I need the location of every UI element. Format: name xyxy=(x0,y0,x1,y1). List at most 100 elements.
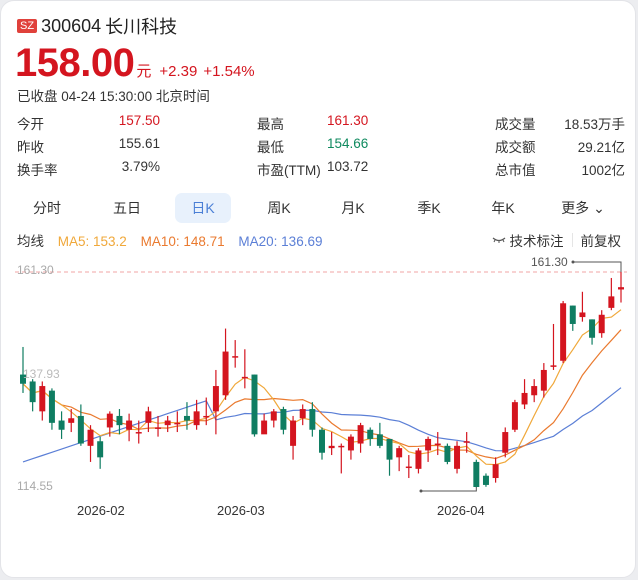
candle-body xyxy=(415,450,422,469)
candle-body xyxy=(521,392,528,405)
tab-1[interactable]: 五日 xyxy=(113,200,141,216)
candle-body xyxy=(444,445,451,462)
tab-0[interactable]: 分时 xyxy=(33,200,61,216)
stat-value: 103.72 xyxy=(327,159,369,174)
tab-5[interactable]: 季K xyxy=(417,200,441,216)
max-marker-label: 161.30 xyxy=(531,255,568,269)
stat-value: 29.21亿 xyxy=(577,140,625,155)
stock-name: 长川科技 xyxy=(105,17,178,37)
exchange-badge: SZ xyxy=(17,19,38,33)
candle-body xyxy=(135,432,142,434)
candle-body xyxy=(502,432,509,453)
stat-label: 今开 xyxy=(17,117,44,132)
current-price: 158.00 xyxy=(15,41,135,85)
y-min-label: 114.55 xyxy=(17,479,53,493)
chart-tools: 技术标注 前复权 xyxy=(492,230,622,250)
ma5-value: MA5: 153.2 xyxy=(57,234,127,249)
candle-body xyxy=(618,287,624,290)
candle-body xyxy=(454,445,461,469)
candle-body xyxy=(97,441,104,458)
candle-body xyxy=(58,420,65,430)
stat-value: 1002亿 xyxy=(581,163,625,178)
candle-body xyxy=(589,319,596,338)
stat-value: 18.53万手 xyxy=(564,117,625,132)
tab-4[interactable]: 月K xyxy=(341,200,365,216)
candle-body xyxy=(347,436,354,451)
candle-body xyxy=(68,418,75,423)
candle-body xyxy=(232,356,239,358)
y-max-label: 161.30 xyxy=(17,263,54,277)
stock-title: SZ 300604 长川科技 xyxy=(17,13,177,39)
period-tabs: 分时 五日 日K 周K 月K 季K 年K 更多 ⌄ xyxy=(13,193,625,223)
candle-body xyxy=(511,402,518,430)
candle-body xyxy=(598,314,605,334)
candle-body xyxy=(473,461,480,487)
tab-6[interactable]: 年K xyxy=(491,200,515,216)
price-change-pct: +1.54% xyxy=(203,63,255,80)
eye-closed-icon xyxy=(492,237,505,243)
candle-body xyxy=(550,365,557,367)
candle-body xyxy=(251,374,258,435)
candle-body xyxy=(367,429,374,439)
candle-body xyxy=(145,411,152,423)
ma20-value: MA20: 136.69 xyxy=(238,234,323,249)
candle-body xyxy=(20,374,26,384)
candle-body xyxy=(77,415,84,444)
candle-body xyxy=(560,303,567,361)
candle-body xyxy=(212,386,219,412)
candle-body xyxy=(193,411,200,426)
stat-label: 成交量 xyxy=(495,117,536,132)
stat-label: 市盈(TTM) xyxy=(257,163,321,178)
candle-body xyxy=(579,312,586,318)
candlestick-chart[interactable]: 161.30 xyxy=(1,251,638,501)
candle-body xyxy=(126,420,133,430)
candle-body xyxy=(434,443,441,446)
candle-body xyxy=(357,425,364,444)
stat-label: 换手率 xyxy=(17,163,58,178)
candle-body xyxy=(396,448,403,458)
tab-7[interactable]: 更多 ⌄ xyxy=(561,200,605,216)
candle-body xyxy=(174,422,181,425)
tab-3[interactable]: 周K xyxy=(267,200,291,216)
ma10-line xyxy=(22,329,622,460)
candle-body xyxy=(492,464,499,479)
stat-value: 157.50 xyxy=(118,113,160,128)
candle-body xyxy=(164,420,171,426)
price-unit: 元 xyxy=(136,63,152,80)
candle-body xyxy=(463,441,470,443)
divider xyxy=(571,233,573,247)
candle-body xyxy=(106,413,113,428)
candle-body xyxy=(290,420,297,446)
max-marker-line xyxy=(573,261,622,272)
stat-label: 最高 xyxy=(257,117,284,132)
candle-body xyxy=(338,445,345,448)
market-status: 已收盘 04-24 15:30:00 北京时间 xyxy=(17,89,210,104)
x-tick-feb: 2026-02 xyxy=(77,503,125,518)
candle-body xyxy=(569,305,576,324)
ma-legend: 均线 MA5: 153.2 MA10: 148.71 MA20: 136.69 xyxy=(17,230,332,250)
candle-body xyxy=(531,386,538,396)
candle-body xyxy=(203,415,210,418)
tech-annotation-button[interactable]: 技术标注 xyxy=(492,230,564,250)
candle-body xyxy=(29,381,36,403)
ma20-line xyxy=(22,387,622,463)
candle-body xyxy=(328,445,335,449)
stat-label: 昨收 xyxy=(17,140,44,155)
price-change: +2.39 xyxy=(159,63,198,80)
min-marker-line xyxy=(421,487,477,492)
candle-body xyxy=(280,409,287,430)
adjust-button[interactable]: 前复权 xyxy=(580,234,622,249)
candle-body xyxy=(155,427,162,429)
stat-label: 总市值 xyxy=(495,163,536,178)
candle-body xyxy=(241,376,248,379)
candle-body xyxy=(482,475,489,485)
candle-body xyxy=(376,434,383,446)
candle-body xyxy=(425,438,432,451)
stat-value: 3.79% xyxy=(121,159,160,174)
tech-annotation-label: 技术标注 xyxy=(509,234,564,249)
tab-2[interactable]: 日K xyxy=(175,193,231,223)
x-tick-apr: 2026-04 xyxy=(437,503,485,518)
candle-body xyxy=(39,386,46,412)
x-tick-mar: 2026-03 xyxy=(217,503,265,518)
